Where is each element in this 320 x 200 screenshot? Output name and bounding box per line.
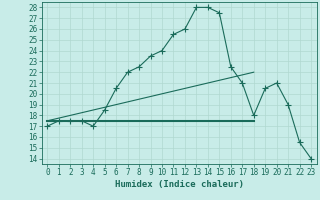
X-axis label: Humidex (Indice chaleur): Humidex (Indice chaleur) <box>115 180 244 189</box>
